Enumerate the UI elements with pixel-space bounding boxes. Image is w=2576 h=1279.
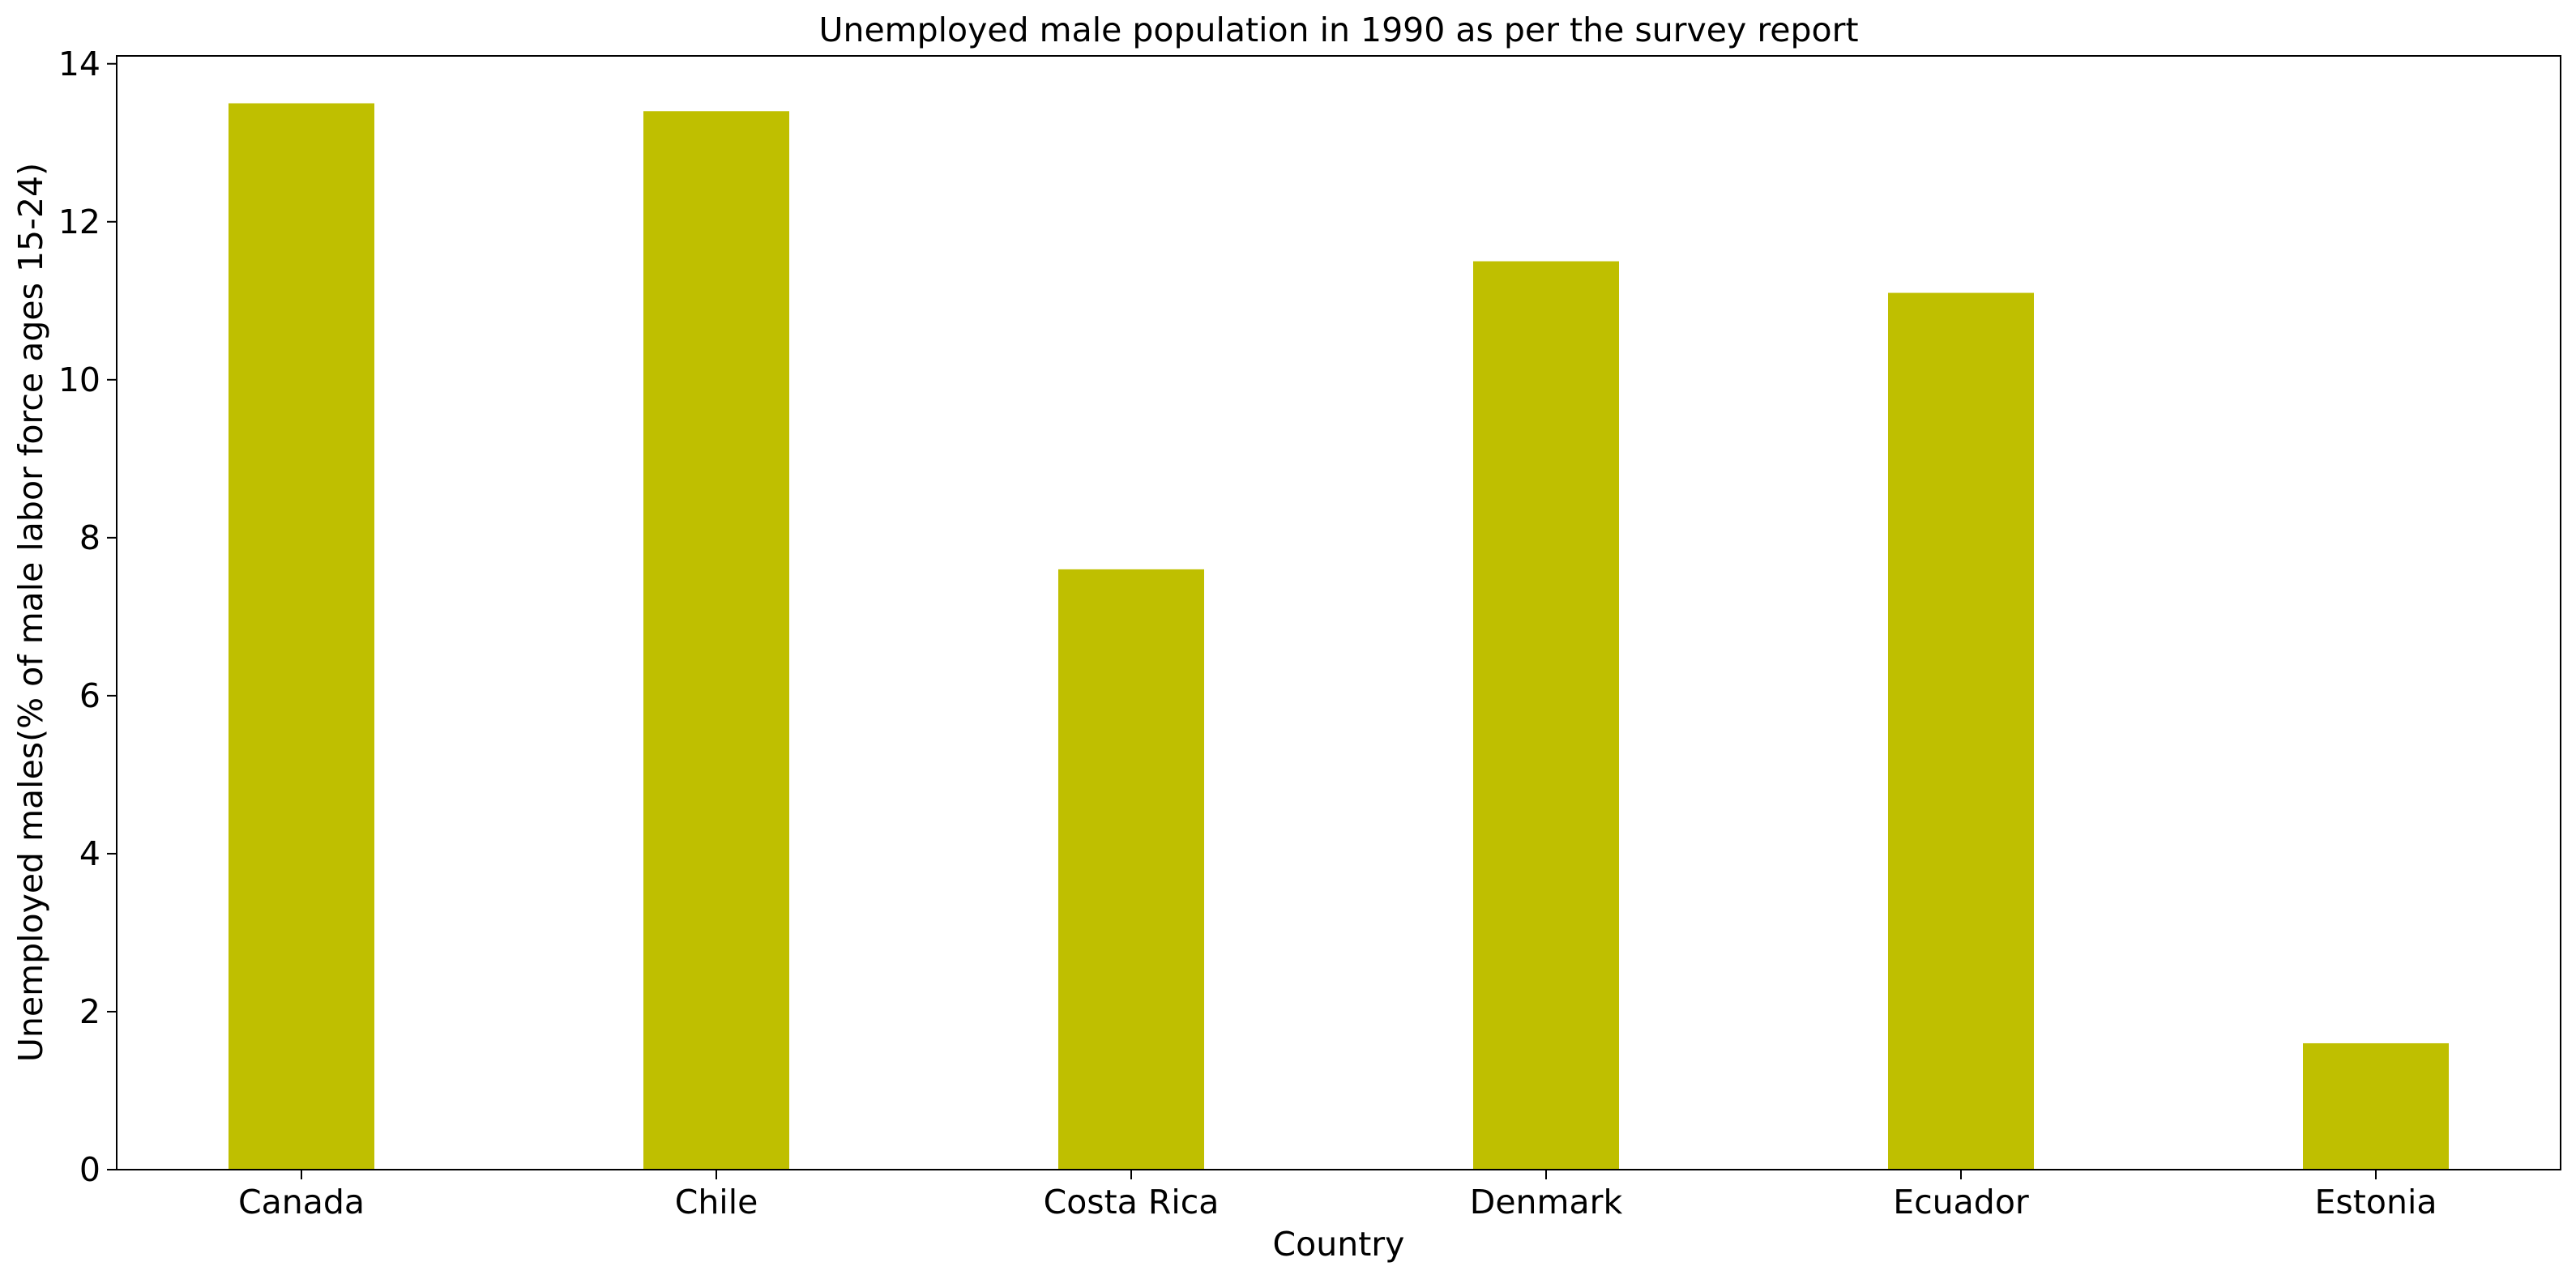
y-axis-ticks: 0 2 4 6 8 10 12 14: [58, 45, 117, 1189]
x-tick-label: Canada: [238, 1183, 365, 1221]
chart-title: Unemployed male population in 1990 as pe…: [818, 11, 1858, 49]
x-tick-label: Denmark: [1470, 1183, 1623, 1221]
x-tick-label: Ecuador: [1893, 1183, 2029, 1221]
bar-denmark: [1473, 261, 1619, 1170]
y-tick-label: 4: [79, 834, 100, 873]
x-tick-label: Estonia: [2315, 1183, 2437, 1221]
bar-ecuador: [1888, 292, 2034, 1170]
bar-chile: [643, 111, 789, 1170]
bar-canada: [229, 103, 374, 1170]
plot-frame: [116, 55, 2561, 1170]
y-tick-label: 0: [79, 1150, 100, 1189]
y-tick-label: 10: [58, 360, 100, 399]
y-tick-label: 2: [79, 992, 100, 1031]
y-axis-label: Unemployed males(% of male labor force a…: [11, 163, 50, 1062]
bar-costa-rica: [1058, 569, 1204, 1170]
x-axis-ticks: Canada Chile Costa Rica Denmark Ecuador Eston…: [238, 1170, 2437, 1221]
y-tick-label: 6: [79, 676, 100, 715]
x-tick-label: Costa Rica: [1044, 1183, 1220, 1221]
bars-group: [229, 103, 2449, 1170]
y-tick-label: 14: [58, 45, 100, 83]
y-tick-label: 12: [58, 203, 100, 241]
bar-estonia: [2303, 1042, 2449, 1170]
x-axis-label: Country: [1273, 1225, 1405, 1264]
x-tick-label: Chile: [675, 1183, 758, 1221]
y-tick-label: 8: [79, 518, 100, 557]
